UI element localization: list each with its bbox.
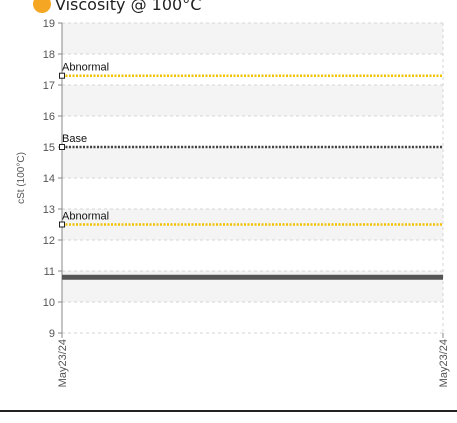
series-marker [59,144,65,150]
y-tick-label: 13 [43,204,55,216]
title-dot-icon [33,0,51,13]
axis-layer: 9 10 11 12 13 14 15 16 17 18 19 May23/24 May23/24 [43,18,450,387]
series-label: Abnormal [62,211,109,223]
plot-band-1 [62,23,443,54]
y-tick-label: 14 [43,173,55,185]
grid-layer [62,22,444,334]
y-tick-label: 16 [43,111,55,123]
chart-header: Viscosity @ 100°C [0,0,201,16]
y-tick-label: 10 [43,297,55,309]
series-marker [59,72,65,79]
plot-band-2 [62,85,443,116]
y-tick-label: 11 [44,266,55,278]
y-tick-label: 19 [43,18,55,30]
y-tick-label: 18 [43,49,55,61]
series-label: Abnormal [62,62,109,74]
y-tick-label: 17 [43,80,55,92]
y-tick-label: 15 [43,142,55,154]
bottom-divider [0,410,457,412]
label-layer: Abnormal Base Abnormal [59,62,109,228]
series-layer [62,74,443,280]
plot-band-3 [62,147,443,178]
chart-title: Viscosity @ 100°C [55,0,202,14]
y-tick-label: 12 [43,235,55,247]
series-label: Base [62,133,87,145]
y-tick-label: 9 [49,328,55,340]
x-tick-label: May23/24 [57,339,69,387]
y-axis-label: cSt (100°C) [16,152,27,204]
x-tick-label: May23/24 [438,339,450,387]
series-marker [59,221,65,228]
